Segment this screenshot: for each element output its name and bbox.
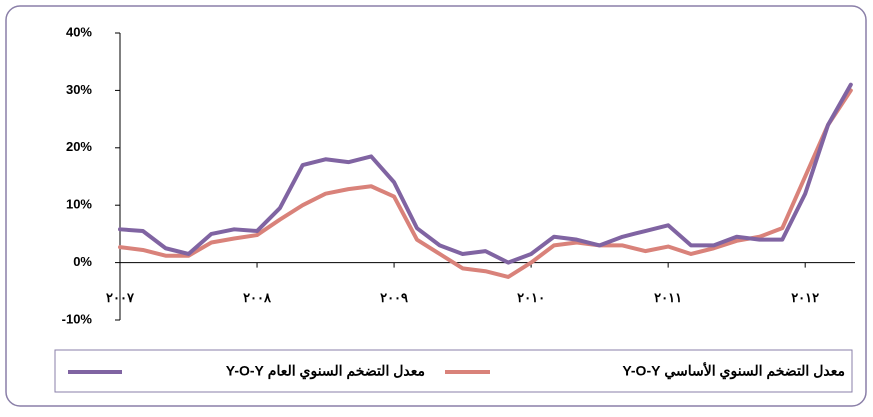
y-tick-label: 40% bbox=[66, 24, 92, 39]
y-tick-label: 20% bbox=[66, 139, 92, 154]
chart-border bbox=[5, 5, 867, 407]
series-line bbox=[118, 82, 853, 265]
y-tick-label: -10% bbox=[62, 311, 93, 326]
y-tick-label: 0% bbox=[73, 254, 92, 269]
legend-label: معدل التضخم السنوي الأساسي Y-O-Y bbox=[622, 362, 845, 380]
legend-label: معدل التضخم السنوي العام Y-O-Y bbox=[226, 363, 425, 380]
y-tick-label: 10% bbox=[66, 197, 92, 212]
x-tick-label: ٢٠٠٧ bbox=[106, 290, 135, 305]
x-tick-label: ٢٠٠٩ bbox=[380, 290, 408, 305]
x-tick-label: ٢٠١٢ bbox=[791, 290, 819, 305]
series-line bbox=[118, 88, 853, 279]
x-tick-label: ٢٠١١ bbox=[654, 290, 682, 305]
x-tick-label: ٢٠٠٨ bbox=[243, 290, 272, 305]
x-tick-label: ٢٠١٠ bbox=[517, 290, 545, 305]
y-tick-label: 30% bbox=[66, 82, 92, 97]
